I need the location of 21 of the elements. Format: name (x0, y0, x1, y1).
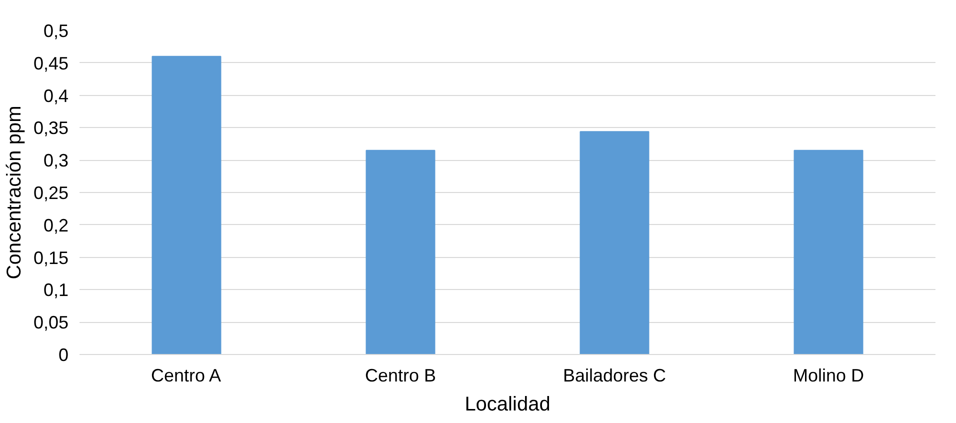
x-tick-label: Centro A (150, 366, 222, 386)
bar (366, 150, 436, 354)
bar (794, 150, 864, 354)
y-tick-label: 0,25 (33, 183, 69, 203)
y-tick-label: 0,15 (33, 248, 69, 268)
y-tick-label: 0,05 (33, 312, 69, 333)
y-tick-label: 0,4 (43, 86, 69, 106)
x-tick-label: Centro B (364, 366, 436, 386)
y-axis-title: Concentración ppm (3, 106, 26, 280)
y-tick-label: 0,1 (43, 280, 69, 300)
x-tick-label: Bailadores C (562, 366, 666, 386)
y-tick-label: 0 (58, 345, 69, 365)
x-tick-label: Molino D (792, 366, 864, 386)
y-tick-label: 0,5 (43, 21, 69, 41)
y-tick-label: 0,2 (43, 215, 69, 236)
y-tick-label: 0,45 (33, 53, 69, 74)
bar (152, 56, 222, 354)
bar (580, 131, 650, 354)
y-tick-label: 0,3 (43, 150, 69, 171)
y-tick-label: 0,35 (33, 118, 69, 138)
x-axis-title: Localidad (464, 394, 550, 416)
